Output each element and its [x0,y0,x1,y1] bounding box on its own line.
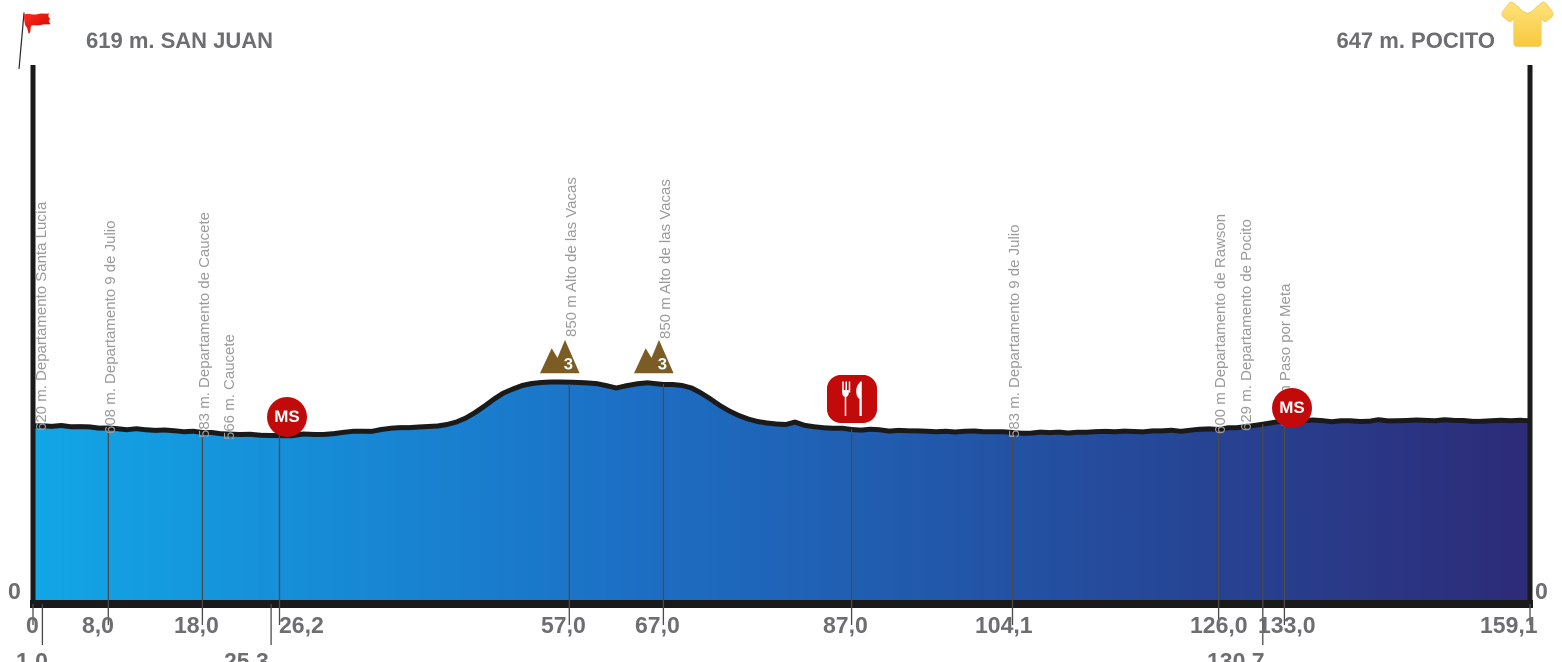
svg-text:3: 3 [564,355,573,374]
svg-text:3: 3 [658,355,667,374]
